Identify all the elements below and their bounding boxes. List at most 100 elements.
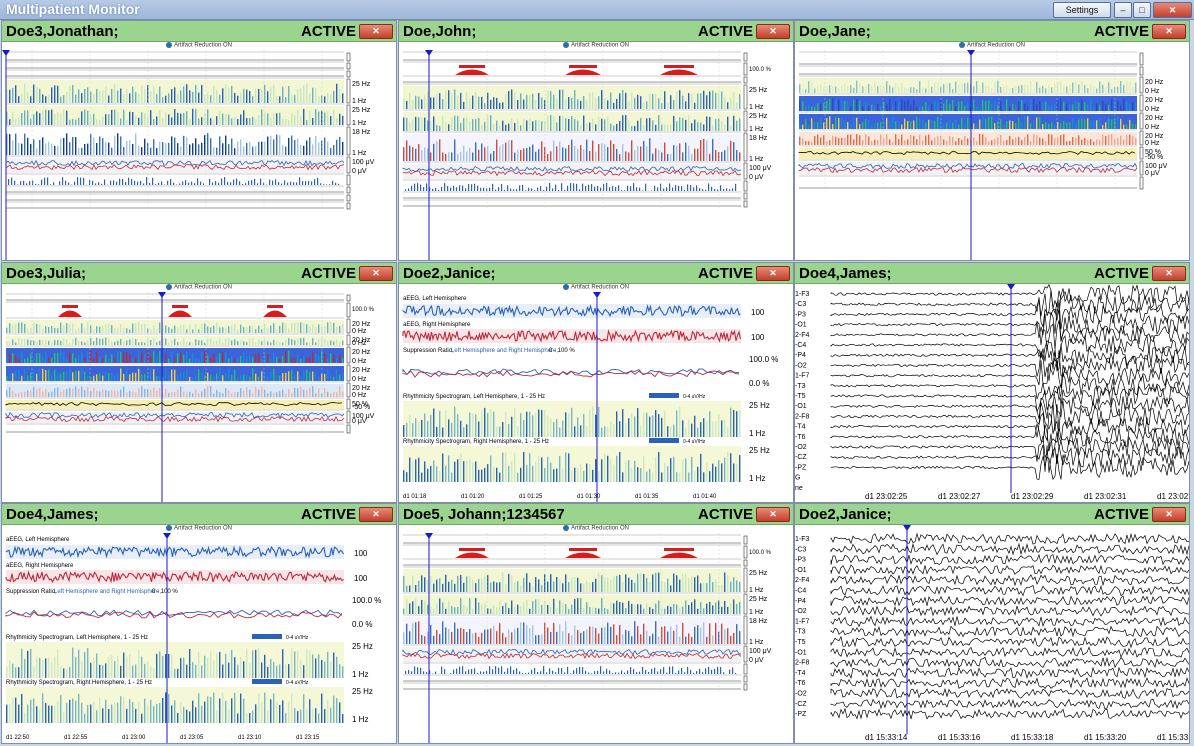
time-cursor-handle[interactable] bbox=[967, 50, 975, 56]
row-scale-bracket[interactable] bbox=[346, 104, 351, 126]
settings-button[interactable]: Settings bbox=[1053, 2, 1111, 18]
row-scale-bracket[interactable] bbox=[346, 78, 351, 104]
event-bar bbox=[200, 181, 202, 185]
row-scale-bracket[interactable] bbox=[346, 346, 351, 364]
channel-label: 1-F7 bbox=[795, 618, 810, 625]
time-cursor-handle[interactable] bbox=[2, 50, 10, 56]
close-panel-button[interactable]: ✕ bbox=[359, 24, 393, 39]
row-scale-bracket[interactable] bbox=[346, 202, 351, 210]
row-scale-bracket[interactable] bbox=[1139, 52, 1144, 66]
row-scale-bracket[interactable] bbox=[743, 615, 748, 645]
time-cursor-handle[interactable] bbox=[1007, 284, 1015, 290]
row-scale-bracket[interactable] bbox=[743, 663, 748, 675]
time-cursor-handle[interactable] bbox=[903, 525, 911, 531]
row-scale-bracket[interactable] bbox=[346, 62, 351, 70]
row-scale-bracket[interactable] bbox=[1139, 94, 1144, 112]
row-scale-bracket[interactable] bbox=[346, 156, 351, 174]
time-cursor-handle[interactable] bbox=[593, 292, 601, 298]
panel-plot[interactable]: aEEG, Left Hemisphere 100 aEEG, Right Hemi… bbox=[2, 533, 396, 744]
row-scale-bracket[interactable] bbox=[346, 382, 351, 398]
close-panel-button[interactable]: ✕ bbox=[1152, 507, 1186, 522]
row-scale-bracket[interactable] bbox=[743, 545, 748, 559]
row-scale-bracket[interactable] bbox=[346, 364, 351, 382]
row-scale-bracket[interactable] bbox=[346, 318, 351, 334]
row-scale-bracket[interactable] bbox=[346, 194, 351, 202]
row-scale-bracket[interactable] bbox=[346, 52, 351, 62]
event-bar bbox=[630, 186, 632, 191]
row-scale-bracket[interactable] bbox=[346, 70, 351, 78]
event-bar bbox=[290, 181, 292, 185]
row-scale-bracket[interactable] bbox=[346, 126, 351, 156]
row-scale-bracket[interactable] bbox=[346, 424, 351, 434]
eeg-trace bbox=[830, 707, 1189, 720]
close-panel-button[interactable]: ✕ bbox=[756, 507, 790, 522]
row-scale-bracket[interactable] bbox=[1139, 146, 1144, 160]
row-scale-bracket[interactable] bbox=[743, 162, 748, 180]
restore-button[interactable]: □ bbox=[1133, 2, 1151, 18]
row-scale-bracket[interactable] bbox=[1139, 160, 1144, 176]
time-cursor-handle[interactable] bbox=[425, 533, 433, 539]
row-scale-bracket[interactable] bbox=[743, 559, 748, 567]
time-cursor-handle[interactable] bbox=[158, 292, 166, 298]
close-panel-button[interactable]: ✕ bbox=[359, 507, 393, 522]
row-scale-bracket[interactable] bbox=[743, 62, 748, 76]
row-scale-bracket[interactable] bbox=[346, 410, 351, 424]
panel-plot[interactable]: 1-F3 -C3 -P3 -O1 2-F4 -C4 -P4 -O2 1-F7 -T3 -T5 -O1 2… bbox=[795, 284, 1189, 503]
row-scale-bracket[interactable] bbox=[743, 84, 748, 110]
panel-plot[interactable]: 100.0 % 25 Hz 1 Hz 25 Hz 1 Hz 18 Hz 1 Hz 100 μV… bbox=[399, 533, 793, 744]
row-scale-bracket[interactable] bbox=[743, 110, 748, 132]
close-panel-button[interactable]: ✕ bbox=[1152, 266, 1186, 281]
time-cursor-handle[interactable] bbox=[425, 50, 433, 56]
row-scale-bracket[interactable] bbox=[1139, 112, 1144, 130]
row-scale-bracket[interactable] bbox=[743, 180, 748, 192]
row-scale-bracket[interactable] bbox=[1139, 176, 1144, 190]
time-label: d1 23:02:31 bbox=[1084, 492, 1127, 501]
event-bar bbox=[486, 671, 488, 674]
row-scale-bracket[interactable] bbox=[346, 302, 351, 318]
row-scale-bracket[interactable] bbox=[346, 174, 351, 186]
row-scale-bracket[interactable] bbox=[743, 200, 748, 208]
row-scale-bracket[interactable] bbox=[1139, 130, 1144, 146]
row-scale-bracket[interactable] bbox=[743, 192, 748, 200]
row-scale-bracket[interactable] bbox=[346, 186, 351, 194]
row-scale-bracket[interactable] bbox=[743, 535, 748, 545]
row-scale-bracket[interactable] bbox=[1139, 76, 1144, 94]
close-panel-button[interactable]: ✕ bbox=[756, 266, 790, 281]
close-panel-button[interactable]: ✕ bbox=[756, 24, 790, 39]
panel-plot[interactable]: 1-F3 -C3 -P3 -O1 2-F4 -C4 -P4 -O2 1-F7 -T3 -T5 -O1 2… bbox=[795, 525, 1189, 744]
event-bar bbox=[420, 667, 422, 674]
row-scale-bracket[interactable] bbox=[743, 683, 748, 691]
row-scale-bracket[interactable] bbox=[743, 567, 748, 593]
scale-uv: 100 μV bbox=[749, 165, 772, 172]
event-bar bbox=[552, 188, 554, 191]
row-scale-bracket[interactable] bbox=[743, 675, 748, 683]
row-scale-bracket[interactable] bbox=[743, 76, 748, 84]
row-scale-bracket[interactable] bbox=[346, 294, 351, 302]
panel-plot[interactable]: 25 Hz 1 Hz 25 Hz 1 Hz 18 Hz 1 Hz 100 μV 0 μV bbox=[2, 50, 396, 261]
aeeg-scale: 100 bbox=[751, 308, 765, 317]
panel-plot[interactable]: 100.0 % 25 Hz 1 Hz 25 Hz 1 Hz 18 Hz 1 Hz 100 μV… bbox=[399, 50, 793, 261]
close-app-button[interactable]: ✕ bbox=[1153, 2, 1192, 18]
time-cursor-handle[interactable] bbox=[163, 533, 171, 539]
event-bar bbox=[555, 184, 557, 191]
row-scale-bracket[interactable] bbox=[346, 398, 351, 410]
channel-label: -O1 bbox=[795, 403, 807, 410]
event-bar bbox=[480, 187, 482, 191]
scale-high: 20 Hz bbox=[352, 349, 371, 356]
close-panel-button[interactable]: ✕ bbox=[359, 266, 393, 281]
row-scale-bracket[interactable] bbox=[743, 645, 748, 663]
event-bar bbox=[426, 672, 428, 674]
close-panel-button[interactable]: ✕ bbox=[1152, 24, 1186, 39]
time-label: d1 15:33:16 bbox=[938, 733, 981, 742]
scale-uv0: 0 μV bbox=[352, 168, 367, 175]
row-scale-bracket[interactable] bbox=[346, 334, 351, 346]
minimize-button[interactable]: – bbox=[1114, 2, 1132, 18]
row-scale-bracket[interactable] bbox=[743, 593, 748, 615]
row-scale-bracket[interactable] bbox=[743, 132, 748, 162]
row-scale-bracket[interactable] bbox=[743, 52, 748, 62]
channel-label: -P4 bbox=[795, 598, 806, 605]
panel-plot[interactable]: aEEG, Left Hemisphere 100 aEEG, Right Hemi… bbox=[399, 292, 793, 503]
row-scale-bracket[interactable] bbox=[1139, 66, 1144, 76]
